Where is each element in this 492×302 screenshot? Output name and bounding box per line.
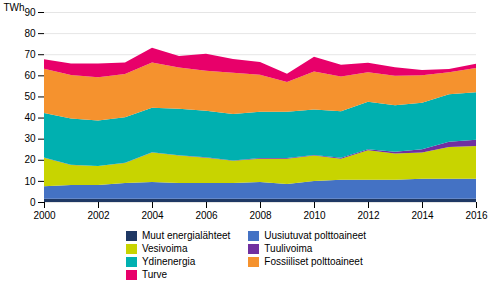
svg-text:80: 80 [24,28,36,39]
svg-text:2006: 2006 [195,210,218,221]
html-text:Uusiutuvat polttoaineet: Uusiutuvat polttoaineet [264,230,367,241]
html-text:Tuulivoima: Tuulivoima [264,243,313,254]
svg-text:2012: 2012 [357,210,380,221]
svg-text:90: 90 [24,7,36,18]
svg-text:2014: 2014 [411,210,434,221]
svg-text:2016: 2016 [465,210,488,221]
svg-text:TWh: TWh [4,2,25,13]
svg-text:30: 30 [24,133,36,144]
svg-text:60: 60 [24,70,36,81]
svg-text:0: 0 [30,197,36,208]
svg-text:2008: 2008 [249,210,272,221]
svg-text:70: 70 [24,49,36,60]
svg-text:20: 20 [24,154,36,165]
html-text:Fossiiliset polttoaineet: Fossiiliset polttoaineet [264,256,363,267]
html-text:Ydinenergia: Ydinenergia [141,256,196,267]
svg-text:2002: 2002 [87,210,110,221]
svg-text:2004: 2004 [141,210,164,221]
svg-text:50: 50 [24,91,36,102]
svg-text:2000: 2000 [33,210,56,221]
svg-text:2010: 2010 [303,210,326,221]
html-text:Vesivoima: Vesivoima [141,243,188,254]
svg-text:40: 40 [24,112,36,123]
html-text:Muut energialähteet: Muut energialähteet [141,230,231,241]
svg-text:10: 10 [24,176,36,187]
html-text:Turve: Turve [141,269,168,280]
